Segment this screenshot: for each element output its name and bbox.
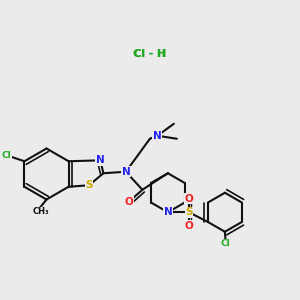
Text: Cl: Cl (2, 151, 11, 160)
Text: O: O (124, 197, 133, 207)
Text: N: N (96, 155, 105, 165)
Text: Cl - H: Cl - H (133, 49, 167, 59)
Text: O: O (184, 194, 193, 204)
Text: N: N (122, 167, 130, 177)
Text: N: N (153, 131, 162, 141)
Text: O: O (184, 221, 193, 231)
Text: Cl: Cl (220, 239, 230, 248)
Text: Cl - H: Cl - H (134, 49, 166, 59)
Text: S: S (185, 207, 193, 217)
Text: S: S (85, 180, 93, 190)
Text: N: N (164, 207, 172, 217)
Text: CH₃: CH₃ (32, 207, 49, 216)
